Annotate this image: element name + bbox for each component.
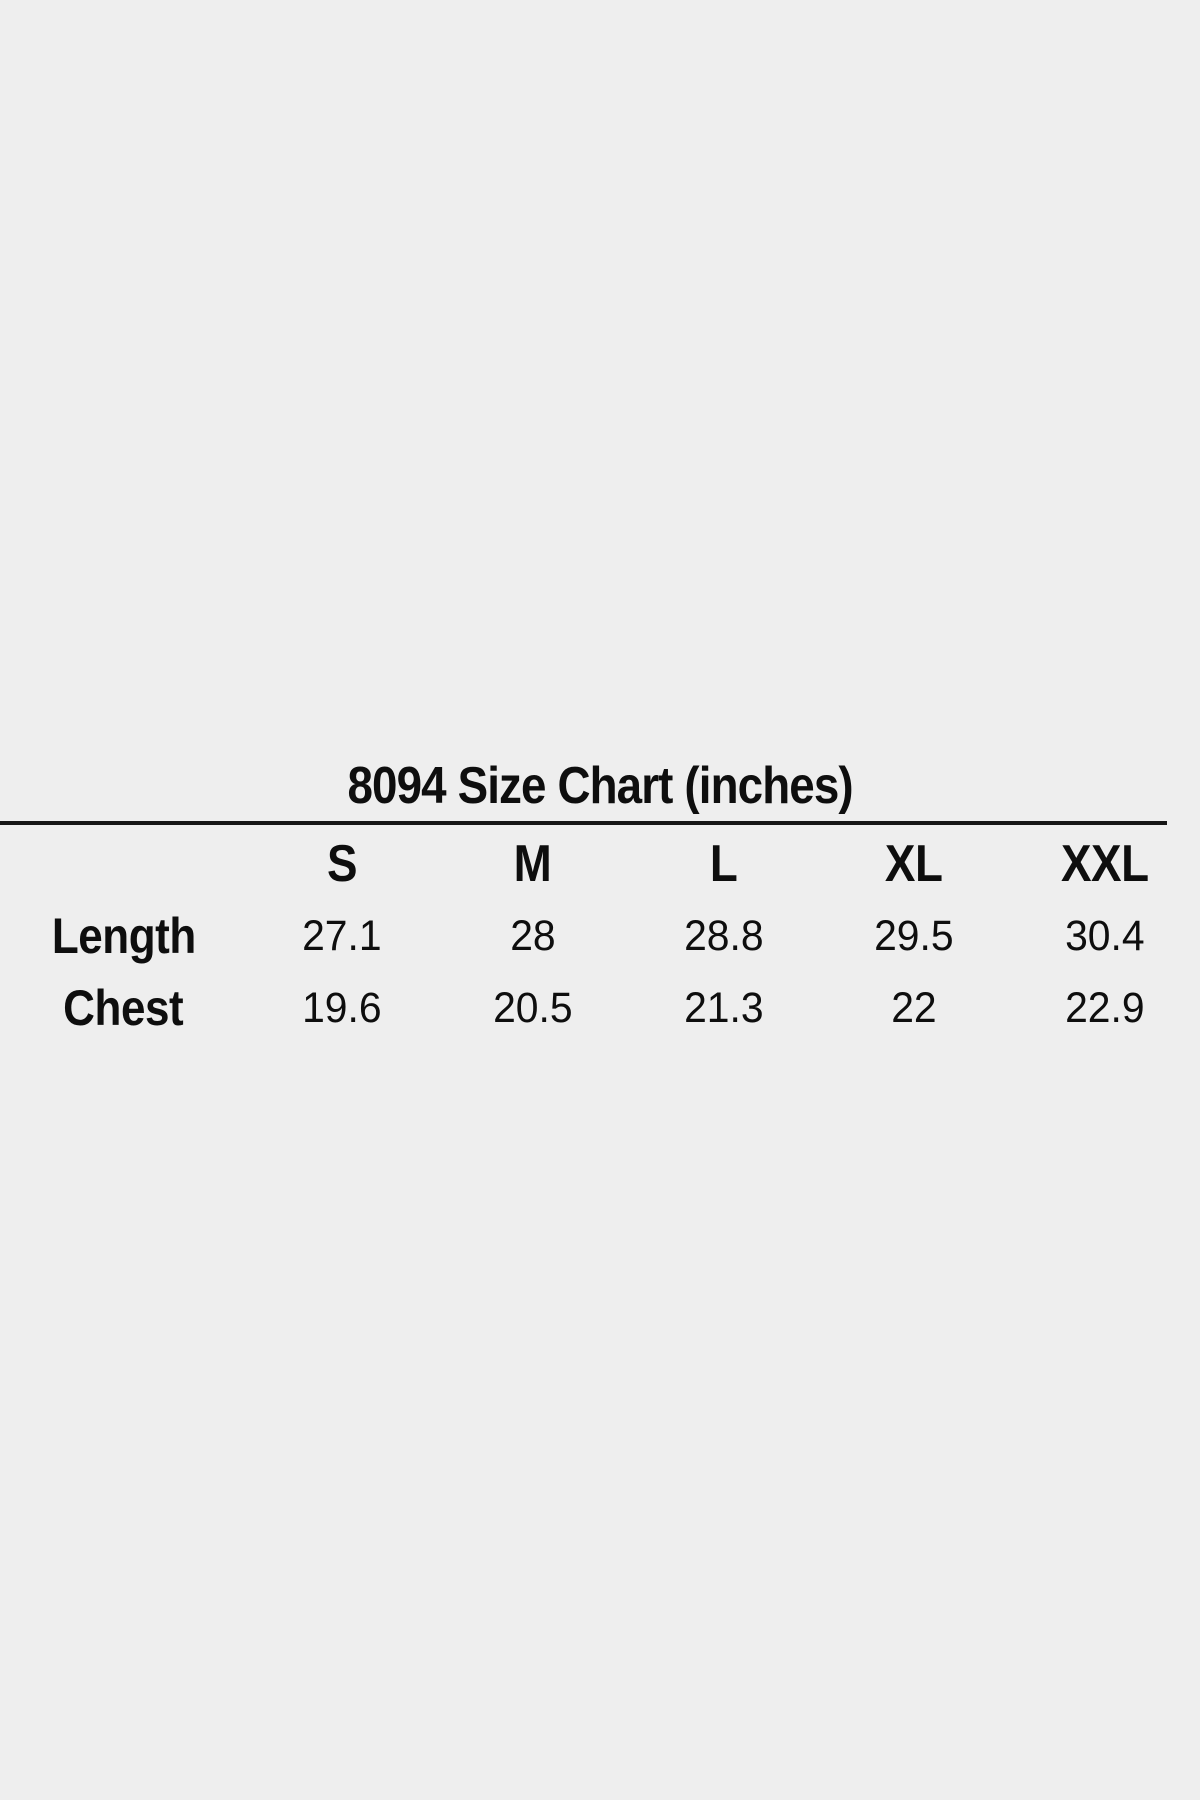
value-chest-l: 21.3 [628,972,819,1044]
value-text: 19.6 [302,983,383,1032]
value-text: 29.5 [874,911,954,960]
value-text: 28.8 [683,911,764,960]
value-text: 27.1 [302,911,383,960]
value-text: 22 [891,983,937,1032]
column-header-label: XL [885,835,943,893]
size-chart-table: S M L XL XXL Length 27.1 28 28.8 29.5 [0,828,1200,1044]
value-length-m: 28 [438,900,629,972]
value-text: 28 [510,911,556,960]
column-header-l: L [628,828,819,900]
value-chest-s: 19.6 [247,972,438,1044]
column-header-label: XXL [1060,835,1149,893]
value-length-l: 28.8 [628,900,819,972]
size-chart-title: 8094 Size Chart (inches) [0,758,1200,814]
value-text: 22.9 [1064,983,1145,1032]
value-length-xl: 29.5 [819,900,1010,972]
value-chest-m: 20.5 [438,972,629,1044]
value-length-s: 27.1 [247,900,438,972]
column-header-label: L [709,835,738,893]
column-header-label: M [514,835,552,893]
value-text: 20.5 [493,983,573,1032]
value-length-xxl: 30.4 [1009,900,1200,972]
value-chest-xxl: 22.9 [1009,972,1200,1044]
column-header-m: M [438,828,629,900]
column-header-xxl: XXL [1009,828,1200,900]
row-label-length: Length [0,900,247,972]
column-header-empty [0,828,247,900]
value-text: 30.4 [1064,911,1145,960]
row-label-chest: Chest [0,972,247,1044]
size-chart-title-text: 8094 Size Chart (inches) [347,757,853,815]
title-divider-line [0,821,1167,825]
column-header-label: S [327,835,358,893]
value-chest-xl: 22 [819,972,1010,1044]
column-header-s: S [247,828,438,900]
value-text: 21.3 [683,983,764,1032]
row-label-text: Chest [63,980,184,1036]
row-label-text: Length [51,908,196,964]
column-header-xl: XL [819,828,1010,900]
